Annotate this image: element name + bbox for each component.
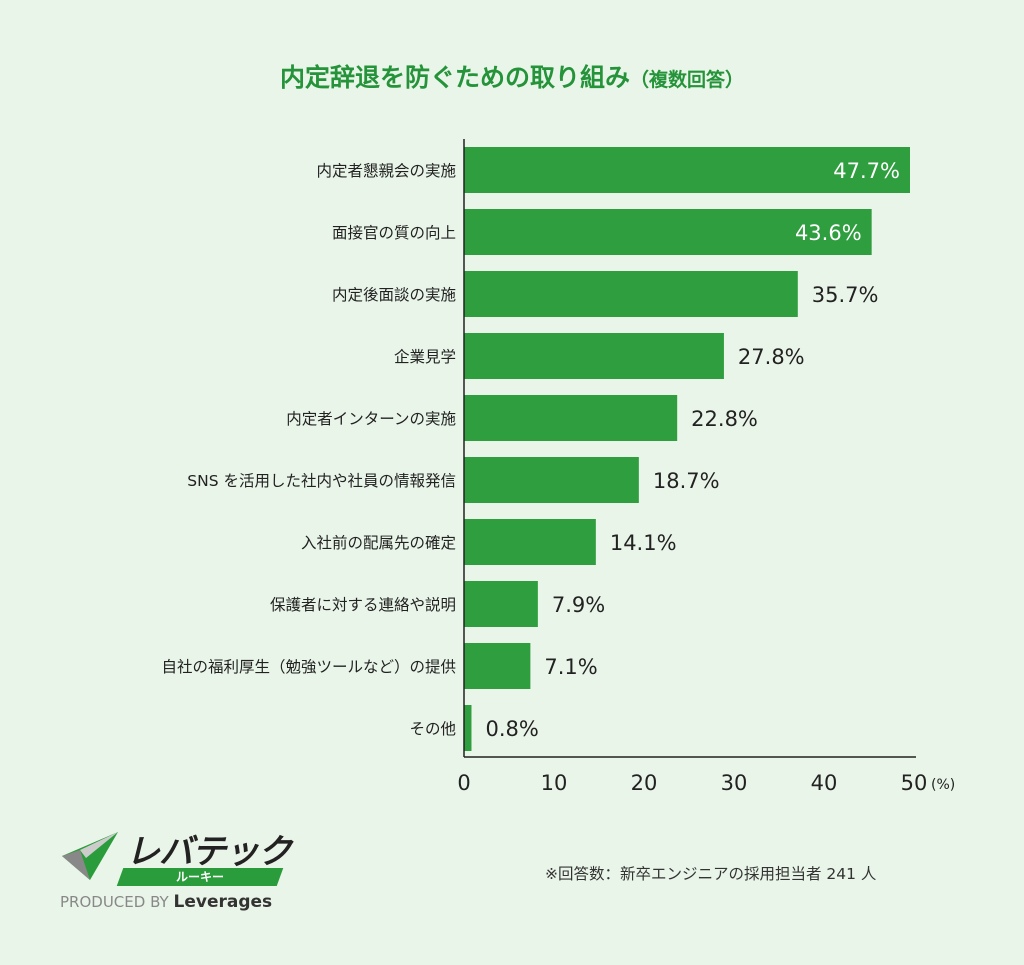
category-label: 企業見学 [394,348,456,366]
logo: レバテック ルーキー PRODUCED BY Leverages [60,828,300,918]
x-tick-label: 40 [811,771,838,795]
bar [464,581,538,627]
category-label: その他 [409,720,456,738]
value-label: 0.8% [485,717,538,741]
title-text: 内定辞退を防ぐための取り組み [279,63,630,92]
bar [464,333,724,379]
company-name: Leverages [173,892,273,912]
subtitle-text: （複数回答） [630,69,745,91]
bar [464,705,472,751]
value-label: 14.1% [610,531,677,555]
value-label: 27.8% [738,345,805,369]
value-label: 7.9% [552,593,605,617]
x-tick-label: 20 [631,771,658,795]
bar [464,643,531,689]
bar [464,271,798,317]
x-tick-label: 50 [901,771,928,795]
footnote: ※回答数：新卒エンジニアの採用担当者 241 人 [545,865,877,883]
bar [464,395,678,441]
logo-band: ルーキー [116,868,284,886]
x-tick-label: 0 [457,771,470,795]
category-label: 内定後面談の実施 [332,286,456,304]
value-label: 22.8% [691,407,758,431]
value-label: 35.7% [812,283,879,307]
produced-by: PRODUCED BY [60,893,169,911]
category-label: 面接官の質の向上 [332,224,456,242]
x-tick-label: 10 [541,771,568,795]
x-tick-label: 30 [721,771,748,795]
category-label: 内定者インターンの実施 [286,410,456,428]
logo-sub: ルーキー [175,870,224,884]
category-label: SNS を活用した社内や社員の情報発信 [187,472,456,490]
logo-produced: PRODUCED BY Leverages [60,892,272,912]
value-label: 47.7% [833,159,900,183]
bar [464,147,910,193]
logo-brand: レバテック [126,832,292,872]
bar [464,457,639,503]
x-unit-label: (%) [931,777,955,793]
bar [464,209,872,255]
chart-title: 内定辞退を防ぐための取り組み（複数回答） [0,58,1024,94]
value-label: 18.7% [653,469,720,493]
bar [464,519,596,565]
value-label: 7.1% [544,655,597,679]
category-label: 内定者懇親会の実施 [316,162,456,180]
category-label: 保護者に対する連絡や説明 [270,596,456,614]
category-label: 入社前の配属先の確定 [301,534,456,552]
value-label: 43.6% [795,221,862,245]
category-label: 自社の福利厚生（勉強ツールなど）の提供 [161,658,456,676]
check-logo-icon [62,832,118,880]
